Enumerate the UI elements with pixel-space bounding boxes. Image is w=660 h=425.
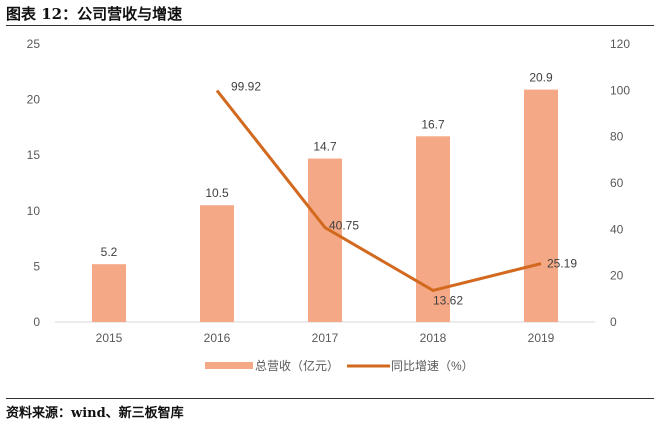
source-note: 资料来源：wind、新三板智库: [6, 406, 184, 421]
bar: [200, 205, 234, 322]
right-tick-label: 80: [610, 130, 624, 144]
right-tick-label: 120: [610, 37, 630, 51]
left-tick-label: 15: [27, 148, 41, 162]
right-tick-label: 20: [610, 269, 624, 283]
top-rule: [6, 25, 654, 26]
bar-data-label: 5.2: [101, 245, 118, 259]
right-tick-label: 0: [610, 315, 617, 329]
bar: [92, 264, 126, 322]
line-data-label: 25.19: [547, 257, 577, 271]
legend-line-label: 同比增速（%）: [391, 359, 474, 373]
x-tick-label: 2016: [204, 331, 231, 345]
legend-bar-swatch: [205, 362, 253, 369]
left-tick-label: 10: [27, 204, 41, 218]
left-tick-label: 0: [33, 315, 40, 329]
x-tick-label: 2015: [96, 331, 123, 345]
bar-data-label: 20.9: [529, 71, 553, 85]
x-tick-label: 2019: [528, 331, 555, 345]
bar: [524, 89, 558, 322]
growth-line: [215, 89, 542, 292]
line-data-label: 13.62: [433, 293, 463, 307]
right-tick-label: 100: [610, 83, 630, 97]
legend-bar-label: 总营收（亿元）: [255, 358, 339, 373]
x-tick-label: 2018: [420, 331, 447, 345]
bar-data-label: 16.7: [421, 117, 445, 131]
right-tick-label: 40: [610, 222, 624, 236]
left-tick-label: 25: [27, 37, 41, 51]
left-tick-label: 20: [27, 93, 41, 107]
left-tick-label: 5: [33, 259, 40, 273]
right-tick-label: 60: [610, 176, 624, 190]
bar-data-label: 10.5: [205, 186, 229, 200]
line-data-label: 40.75: [329, 219, 359, 233]
line-data-label: 99.92: [231, 80, 261, 94]
figure-title: 图表 12：公司营收与增速: [6, 5, 183, 23]
bar: [308, 158, 342, 322]
x-tick-label: 2017: [312, 331, 339, 345]
bottom-rule: [6, 398, 654, 399]
bar-data-label: 14.7: [313, 140, 337, 154]
